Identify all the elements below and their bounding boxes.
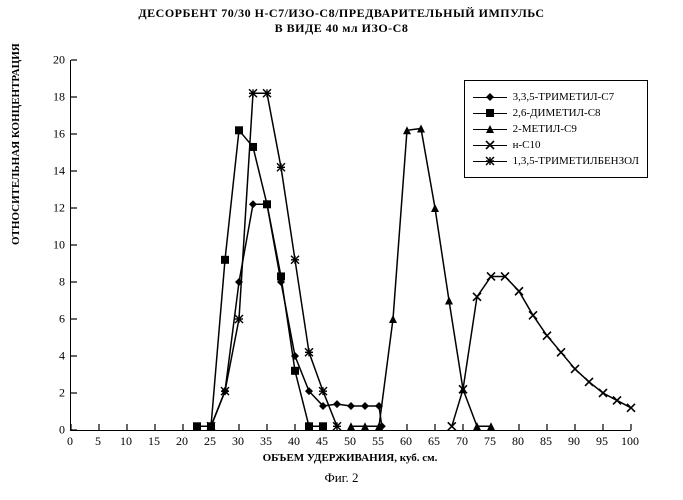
x-tick-label: 65 xyxy=(428,434,440,449)
x-tick-label: 60 xyxy=(400,434,412,449)
x-axis-label: ОБЪЕМ УДЕРЖИВАНИЯ, куб. см. xyxy=(70,452,630,464)
legend-swatch xyxy=(473,123,507,135)
x-tick-label: 10 xyxy=(120,434,132,449)
y-tick-label: 6 xyxy=(59,312,65,327)
y-tick-label: 12 xyxy=(53,201,65,216)
legend-swatch xyxy=(473,107,507,119)
x-tick-label: 15 xyxy=(148,434,160,449)
x-tick-label: 0 xyxy=(67,434,73,449)
x-tick-label: 30 xyxy=(232,434,244,449)
y-tick-label: 4 xyxy=(59,349,65,364)
title-line-1: ДЕСОРБЕНТ 70/30 Н-С7/ИЗО-С8/ПРЕДВАРИТЕЛЬ… xyxy=(138,6,544,20)
x-tick-label: 35 xyxy=(260,434,272,449)
legend: 3,3,5-ТРИМЕТИЛ-С7 2,6-ДИМЕТИЛ-С8 2-МЕТИЛ-С… xyxy=(464,80,648,178)
x-tick-label: 20 xyxy=(176,434,188,449)
x-tick-label: 5 xyxy=(95,434,101,449)
legend-label: 3,3,5-ТРИМЕТИЛ-С7 xyxy=(513,91,615,103)
legend-label: 2-МЕТИЛ-С9 xyxy=(513,123,577,135)
x-tick-label: 70 xyxy=(456,434,468,449)
x-tick-label: 55 xyxy=(372,434,384,449)
title-line-2: В ВИДЕ 40 мл ИЗО-С8 xyxy=(275,21,409,35)
legend-label: 2,6-ДИМЕТИЛ-С8 xyxy=(513,107,601,119)
x-tick-label: 25 xyxy=(204,434,216,449)
x-tick-label: 100 xyxy=(621,434,639,449)
y-tick-label: 16 xyxy=(53,127,65,142)
x-tick-label: 90 xyxy=(568,434,580,449)
figure-caption: Фиг. 2 xyxy=(0,470,683,486)
y-tick-label: 8 xyxy=(59,275,65,290)
x-tick-label: 95 xyxy=(596,434,608,449)
legend-label: 1,3,5-ТРИМЕТИЛБЕНЗОЛ xyxy=(513,155,639,167)
legend-item: 1,3,5-ТРИМЕТИЛБЕНЗОЛ xyxy=(473,155,639,167)
x-tick-label: 40 xyxy=(288,434,300,449)
y-tick-label: 0 xyxy=(59,423,65,438)
legend-item: 2-МЕТИЛ-С9 xyxy=(473,123,639,135)
y-tick-label: 2 xyxy=(59,386,65,401)
x-tick-label: 80 xyxy=(512,434,524,449)
y-axis-label: ОТНОСИТЕЛЬНАЯ КОНЦЕНТРАЦИЯ xyxy=(10,43,22,245)
x-tick-label: 45 xyxy=(316,434,328,449)
y-tick-label: 10 xyxy=(53,238,65,253)
legend-swatch xyxy=(473,139,507,151)
x-tick-label: 50 xyxy=(344,434,356,449)
legend-item: н-С10 xyxy=(473,139,639,151)
legend-label: н-С10 xyxy=(513,139,541,151)
y-tick-label: 14 xyxy=(53,164,65,179)
chart-title: ДЕСОРБЕНТ 70/30 Н-С7/ИЗО-С8/ПРЕДВАРИТЕЛЬ… xyxy=(0,6,683,36)
legend-swatch xyxy=(473,155,507,167)
legend-swatch xyxy=(473,91,507,103)
legend-item: 3,3,5-ТРИМЕТИЛ-С7 xyxy=(473,91,639,103)
legend-item: 2,6-ДИМЕТИЛ-С8 xyxy=(473,107,639,119)
x-tick-label: 85 xyxy=(540,434,552,449)
x-tick-label: 75 xyxy=(484,434,496,449)
y-tick-label: 20 xyxy=(53,53,65,68)
y-tick-label: 18 xyxy=(53,90,65,105)
